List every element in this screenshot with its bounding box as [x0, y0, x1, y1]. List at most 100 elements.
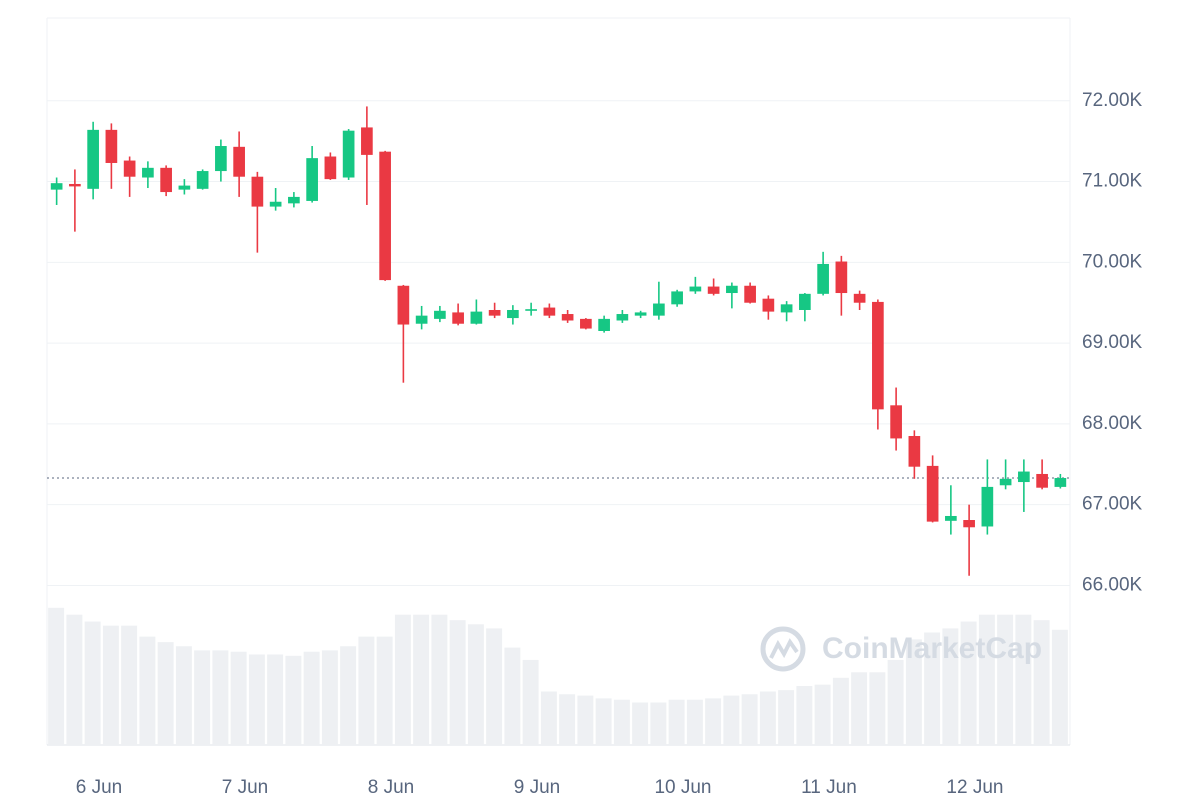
volume-bar: [668, 699, 685, 745]
volume-bar: [248, 654, 265, 745]
candle-body: [689, 286, 702, 292]
candle-body: [507, 309, 519, 319]
candle-body: [872, 301, 884, 410]
volume-bar: [540, 691, 557, 745]
candle-body: [1018, 471, 1030, 483]
candle-body: [142, 167, 154, 178]
volume-bar: [394, 614, 411, 745]
volume-bar: [869, 672, 886, 745]
candle-body: [306, 158, 318, 201]
x-tick-label: 7 Jun: [222, 777, 268, 798]
x-tick-label: 6 Jun: [76, 777, 122, 798]
candle-body: [361, 127, 373, 155]
candle-body: [908, 436, 921, 467]
volume-bar: [157, 642, 174, 745]
candle-body: [999, 478, 1012, 486]
candle-body: [87, 129, 99, 189]
candle-body: [799, 293, 811, 310]
watermark-logo: [760, 626, 806, 672]
candle-body: [470, 311, 483, 324]
y-tick-label: 68.00K: [1082, 413, 1143, 434]
volume-bar: [960, 621, 977, 745]
candle-body: [50, 183, 63, 190]
candle-body: [488, 309, 501, 316]
volume-bar: [924, 632, 941, 745]
watermark: CoinMarketCap: [760, 626, 1042, 672]
volume-bar: [340, 646, 357, 745]
volume-bar: [759, 691, 776, 745]
candle-body: [1054, 478, 1067, 487]
volume-bar: [121, 625, 138, 745]
candle-body: [434, 310, 446, 319]
volume-bar: [686, 699, 703, 745]
volume-bar: [285, 655, 302, 745]
volume-bar: [1033, 620, 1050, 745]
volume-bar: [942, 628, 959, 745]
volume-bar: [741, 694, 758, 745]
volume-layer: [48, 607, 1068, 745]
x-tick-label: 11 Jun: [801, 777, 857, 798]
volume-bar: [267, 654, 284, 745]
y-tick-label: 72.00K: [1082, 90, 1143, 111]
volume-bar: [1015, 614, 1032, 745]
candle-body: [726, 285, 738, 294]
volume-bar: [650, 702, 667, 745]
candle-body: [671, 291, 683, 305]
candle-body: [397, 285, 410, 325]
candle-body: [105, 129, 118, 163]
volume-bar: [595, 698, 612, 745]
volume-bar: [796, 686, 813, 745]
candle-body: [160, 167, 172, 193]
volume-bar: [1051, 629, 1068, 745]
candle-body: [762, 298, 775, 312]
candle-body: [634, 312, 647, 316]
volume-bar: [905, 639, 922, 745]
volume-bar: [212, 650, 229, 745]
candle-body: [178, 185, 191, 190]
y-tick-label: 69.00K: [1082, 332, 1143, 353]
y-tick-label: 67.00K: [1082, 494, 1143, 515]
candle-body: [981, 486, 994, 527]
x-tick-label: 8 Jun: [368, 777, 414, 798]
volume-bar: [230, 651, 247, 745]
watermark-text: CoinMarketCap: [822, 632, 1042, 665]
volume-bar: [358, 636, 375, 745]
volume-bar: [194, 650, 211, 745]
y-tick-label: 71.00K: [1082, 171, 1143, 192]
volume-bar: [303, 651, 320, 745]
volume-bar: [139, 636, 156, 745]
candle-body: [215, 146, 227, 172]
volume-bar: [376, 636, 393, 745]
candle-body: [342, 130, 355, 178]
volume-bar: [832, 677, 849, 745]
volume-bar: [175, 646, 192, 745]
candle-body: [525, 309, 537, 311]
candle-body: [543, 307, 556, 316]
volume-bar: [997, 614, 1014, 745]
volume-bar: [814, 684, 831, 745]
volume-bar: [778, 690, 795, 745]
volume-bar: [723, 695, 740, 745]
volume-bar: [467, 624, 484, 745]
candle-body: [69, 183, 81, 187]
volume-bar: [632, 702, 649, 745]
candle-body: [780, 304, 793, 313]
volume-bar: [613, 699, 630, 745]
candle-body: [561, 314, 574, 321]
x-tick-label: 10 Jun: [654, 777, 711, 798]
volume-bar: [705, 698, 722, 745]
volume-bar: [978, 614, 995, 745]
candle-body: [853, 293, 866, 303]
volume-bar: [522, 659, 539, 745]
candle-body: [269, 201, 282, 207]
candle-body: [835, 261, 848, 294]
volume-bar: [486, 628, 503, 745]
candle-body: [324, 156, 337, 180]
candle-body: [251, 176, 264, 207]
x-tick-label: 12 Jun: [946, 777, 1003, 798]
candle-body: [817, 263, 829, 294]
volume-bar: [449, 620, 466, 745]
volume-bar: [431, 614, 448, 745]
candle-body: [233, 146, 245, 177]
